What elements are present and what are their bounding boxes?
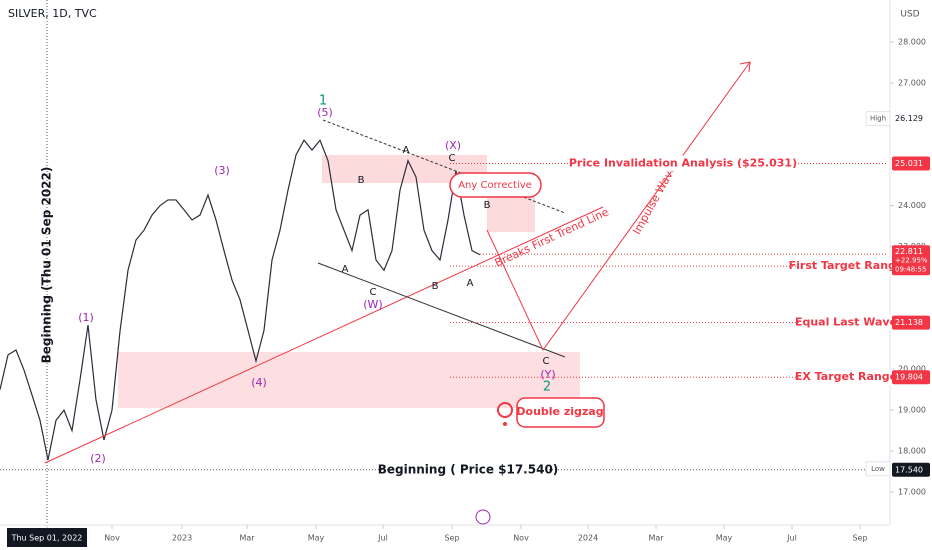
x-tick-label: 2023 — [172, 534, 192, 543]
axis-label: USD — [900, 10, 919, 20]
y-tick-label: 24.000 — [898, 201, 926, 210]
wave-label: (W) — [363, 298, 382, 311]
start-label: Beginning (Thu 01 Sep 2022) — [40, 167, 54, 364]
x-tick-label: May — [308, 534, 325, 543]
level-label-bg — [798, 258, 894, 275]
level-label-bg — [388, 461, 548, 478]
badge-name: High — [870, 115, 886, 123]
badge-name-bg — [865, 461, 891, 477]
y-tick-label: 17.000 — [898, 487, 926, 496]
y-tick-label: 19.000 — [898, 406, 926, 415]
level-label: EX Target Range — [795, 370, 897, 383]
zone — [487, 195, 535, 232]
wave-label: (2) — [90, 452, 106, 465]
x-tick-label: Jul — [786, 534, 797, 543]
last-change: +22.95% — [895, 256, 928, 264]
x-tick-label: Thu Sep 01, 2022 — [11, 534, 83, 543]
wave-label: 1 — [319, 94, 327, 109]
level-label: Price Invalidation Analysis ($25.031) — [569, 157, 797, 170]
price-badge — [892, 370, 930, 385]
price-badge — [892, 156, 930, 171]
wave-label: B — [358, 175, 365, 186]
wave-label: (1) — [78, 311, 94, 324]
x-tick-label: Sep — [852, 534, 867, 543]
y-tick-label: 28.000 — [898, 38, 926, 47]
last-price: 22.811 — [895, 247, 923, 256]
chart-title: SILVER, 1D, TVC — [8, 7, 97, 20]
corrective-label: Any Corrective — [458, 180, 532, 191]
level-label: Equal Last Wave — [795, 316, 897, 329]
y-tick-label: 18.000 — [898, 446, 926, 455]
price-badge — [892, 111, 930, 126]
price-line — [0, 139, 481, 461]
badge-name: Low — [871, 465, 885, 473]
price-badge-label: 17.540 — [895, 465, 923, 474]
level-label: First Target Range — [789, 259, 904, 272]
zone — [118, 352, 580, 408]
trend-line — [44, 206, 604, 464]
price-badge-label: 19.804 — [895, 373, 923, 382]
level-label: Beginning ( Price $17.540) — [378, 462, 559, 476]
icon — [475, 509, 491, 525]
level-label-bg — [798, 369, 894, 386]
zigzag-label: Double zigzag — [516, 405, 603, 418]
wave-label: C — [543, 356, 550, 367]
wave-label: (X) — [445, 139, 461, 152]
wave-label: A — [342, 264, 349, 275]
price-badge — [892, 462, 930, 477]
x-tick-label: Nov — [104, 534, 120, 543]
wave-label: (Y) — [540, 368, 555, 381]
y-tick-label: 27.000 — [898, 79, 926, 88]
wave-label: C — [449, 153, 456, 164]
icon — [503, 422, 507, 426]
badge-name-bg — [865, 111, 891, 127]
x-tick-label: Sep — [444, 534, 459, 543]
level-label-bg — [798, 314, 894, 331]
x-tick-label: Nov — [513, 534, 529, 543]
level-label-bg — [568, 155, 798, 172]
x-tick-label: Mar — [648, 534, 664, 543]
wave-label: (4) — [251, 376, 267, 389]
price-badge-label: 21.138 — [895, 318, 923, 327]
countdown: 09:48:55 — [895, 265, 926, 273]
wave-label: B — [484, 200, 491, 211]
wave-label: B — [432, 281, 439, 292]
wave-label: A — [403, 145, 410, 156]
price-badge-label: 26.129 — [895, 114, 923, 123]
callout — [449, 172, 542, 198]
wave-label: A — [467, 278, 474, 289]
x-tick-highlight — [7, 528, 87, 547]
wave-label: 2 — [543, 380, 551, 395]
wave-label: (5) — [317, 106, 333, 119]
callout — [516, 397, 605, 428]
x-tick-label: May — [716, 534, 733, 543]
price-badge — [892, 315, 930, 330]
marks — [0, 139, 481, 461]
time-axis — [0, 525, 932, 550]
wave-label: C — [370, 287, 377, 298]
price-badge-label: 25.031 — [895, 159, 923, 168]
y-tick-label: 20.000 — [898, 365, 926, 374]
x-tick-label: 2024 — [578, 534, 598, 543]
channel-line — [317, 262, 566, 358]
arrow-head — [739, 61, 751, 73]
wave-label: (3) — [214, 164, 230, 177]
x-tick-label: Jul — [377, 534, 388, 543]
last-price-badge — [892, 245, 930, 276]
x-tick-label: Mar — [239, 534, 255, 543]
icon — [497, 402, 513, 418]
